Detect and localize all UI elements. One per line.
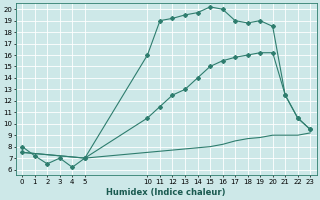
X-axis label: Humidex (Indice chaleur): Humidex (Indice chaleur) xyxy=(107,188,226,197)
